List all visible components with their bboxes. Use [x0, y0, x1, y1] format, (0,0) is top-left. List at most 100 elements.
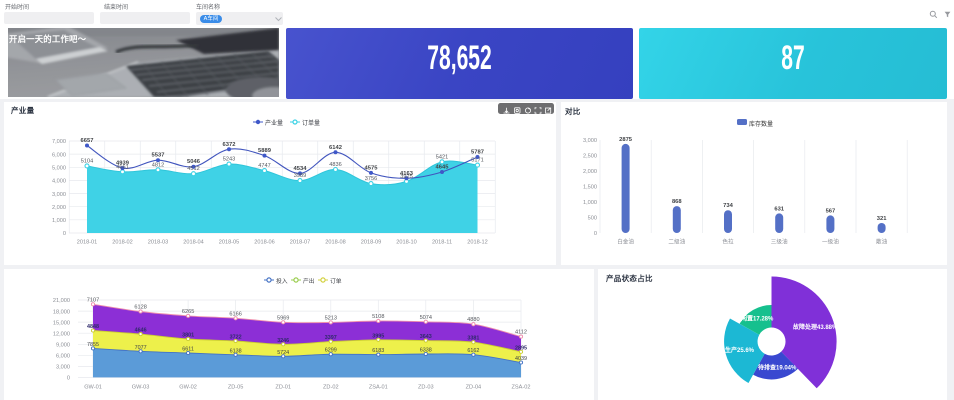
svg-text:6166: 6166 [229, 311, 241, 317]
svg-text:5537: 5537 [152, 153, 165, 159]
svg-text:6265: 6265 [182, 309, 194, 315]
svg-text:4646: 4646 [135, 328, 147, 334]
svg-text:2018-09: 2018-09 [361, 240, 382, 246]
svg-text:7,000: 7,000 [52, 139, 66, 145]
svg-text:4112: 4112 [515, 330, 527, 336]
svg-text:4534: 4534 [294, 166, 308, 172]
svg-text:9,000: 9,000 [56, 343, 70, 349]
svg-text:0: 0 [63, 231, 66, 237]
svg-text:2,000: 2,000 [583, 169, 597, 175]
svg-text:4661: 4661 [116, 164, 128, 170]
svg-text:2018-12: 2018-12 [467, 240, 488, 246]
svg-text:3756: 3756 [365, 176, 377, 182]
svg-text:GW-03: GW-03 [132, 384, 150, 390]
svg-text:6299: 6299 [325, 348, 337, 354]
svg-text:2018-05: 2018-05 [219, 240, 240, 246]
svg-text:色拉: 色拉 [722, 238, 734, 246]
svg-text:一级油: 一级油 [822, 238, 839, 246]
svg-text:5074: 5074 [420, 315, 432, 321]
svg-text:1,000: 1,000 [583, 200, 597, 206]
svg-text:7855: 7855 [87, 342, 99, 348]
svg-text:3381: 3381 [467, 336, 479, 342]
svg-text:3397: 3397 [325, 335, 337, 341]
svg-text:6372: 6372 [223, 142, 236, 148]
svg-text:3643: 3643 [420, 334, 432, 340]
svg-text:6,000: 6,000 [56, 354, 70, 360]
svg-text:2,000: 2,000 [52, 205, 66, 211]
svg-text:5243: 5243 [223, 157, 235, 163]
svg-text:2018-03: 2018-03 [148, 240, 169, 246]
svg-text:0: 0 [67, 376, 70, 382]
svg-text:2,500: 2,500 [583, 154, 597, 160]
svg-text:6338: 6338 [420, 348, 432, 354]
svg-text:4939: 4939 [116, 161, 130, 167]
svg-text:6162: 6162 [467, 348, 479, 354]
svg-text:5724: 5724 [277, 350, 289, 356]
svg-text:ZD-01: ZD-01 [275, 384, 291, 390]
svg-text:18,000: 18,000 [53, 309, 70, 315]
svg-text:6138: 6138 [230, 348, 242, 354]
svg-text:567: 567 [826, 208, 836, 214]
svg-text:2875: 2875 [619, 137, 633, 143]
svg-text:4575: 4575 [365, 165, 379, 171]
svg-text:7077: 7077 [135, 345, 147, 351]
svg-text:1,500: 1,500 [583, 185, 597, 191]
svg-text:3995: 3995 [372, 333, 384, 339]
svg-text:4163: 4163 [400, 171, 414, 177]
svg-text:3801: 3801 [182, 333, 194, 339]
svg-text:散油: 散油 [876, 238, 888, 246]
svg-text:6657: 6657 [81, 138, 94, 144]
svg-text:3246: 3246 [277, 338, 289, 344]
svg-text:5108: 5108 [372, 314, 384, 320]
svg-text:3,000: 3,000 [56, 365, 70, 371]
svg-text:6142: 6142 [329, 145, 342, 151]
svg-text:5171: 5171 [471, 158, 483, 164]
svg-text:4848: 4848 [87, 324, 99, 330]
svg-text:5889: 5889 [258, 148, 272, 154]
svg-text:6,000: 6,000 [52, 152, 66, 158]
svg-text:2018-11: 2018-11 [432, 240, 452, 246]
svg-text:5,000: 5,000 [52, 166, 66, 172]
svg-text:5213: 5213 [325, 315, 337, 321]
svg-text:321: 321 [877, 216, 887, 222]
svg-text:4,000: 4,000 [52, 179, 66, 185]
svg-text:待排查19.04%: 待排查19.04% [758, 364, 797, 372]
svg-text:4880: 4880 [467, 317, 479, 323]
svg-text:ZD-03: ZD-03 [418, 384, 434, 390]
svg-text:6128: 6128 [134, 305, 146, 311]
svg-text:5969: 5969 [277, 315, 289, 321]
svg-text:0: 0 [594, 231, 597, 237]
svg-text:GW-01: GW-01 [84, 384, 102, 390]
svg-text:ZSA-01: ZSA-01 [369, 384, 388, 390]
svg-text:白金油: 白金油 [617, 238, 634, 246]
svg-text:500: 500 [588, 216, 597, 222]
svg-text:ZD-05: ZD-05 [228, 384, 244, 390]
svg-text:闲置17.28%: 闲置17.28% [741, 315, 774, 323]
svg-text:3,000: 3,000 [52, 192, 66, 198]
svg-text:5787: 5787 [471, 150, 484, 156]
svg-text:2018-08: 2018-08 [325, 240, 346, 246]
svg-text:4645: 4645 [436, 165, 450, 171]
svg-text:2018-01: 2018-01 [77, 240, 98, 246]
svg-text:开启一天的工作吧～: 开启一天的工作吧～ [9, 34, 87, 44]
svg-text:2018-06: 2018-06 [254, 240, 275, 246]
svg-text:2895: 2895 [515, 345, 527, 351]
svg-text:4836: 4836 [329, 162, 341, 168]
svg-text:15,000: 15,000 [53, 320, 70, 326]
svg-text:ZD-02: ZD-02 [323, 384, 339, 390]
svg-text:GW-02: GW-02 [179, 384, 197, 390]
svg-text:三级油: 三级油 [771, 238, 788, 246]
svg-text:12,000: 12,000 [53, 331, 70, 337]
svg-text:868: 868 [672, 199, 682, 205]
svg-text:5104: 5104 [81, 158, 93, 164]
svg-text:3722: 3722 [230, 335, 242, 341]
svg-text:4512: 4512 [187, 166, 199, 172]
svg-text:3925: 3925 [400, 174, 412, 180]
svg-text:2018-04: 2018-04 [183, 240, 204, 246]
svg-text:1,000: 1,000 [52, 218, 66, 224]
svg-text:生产25.6%: 生产25.6% [725, 346, 755, 354]
svg-text:6183: 6183 [372, 348, 384, 354]
svg-text:3989: 3989 [294, 173, 306, 179]
svg-text:4747: 4747 [258, 163, 270, 169]
svg-text:6611: 6611 [182, 347, 194, 353]
